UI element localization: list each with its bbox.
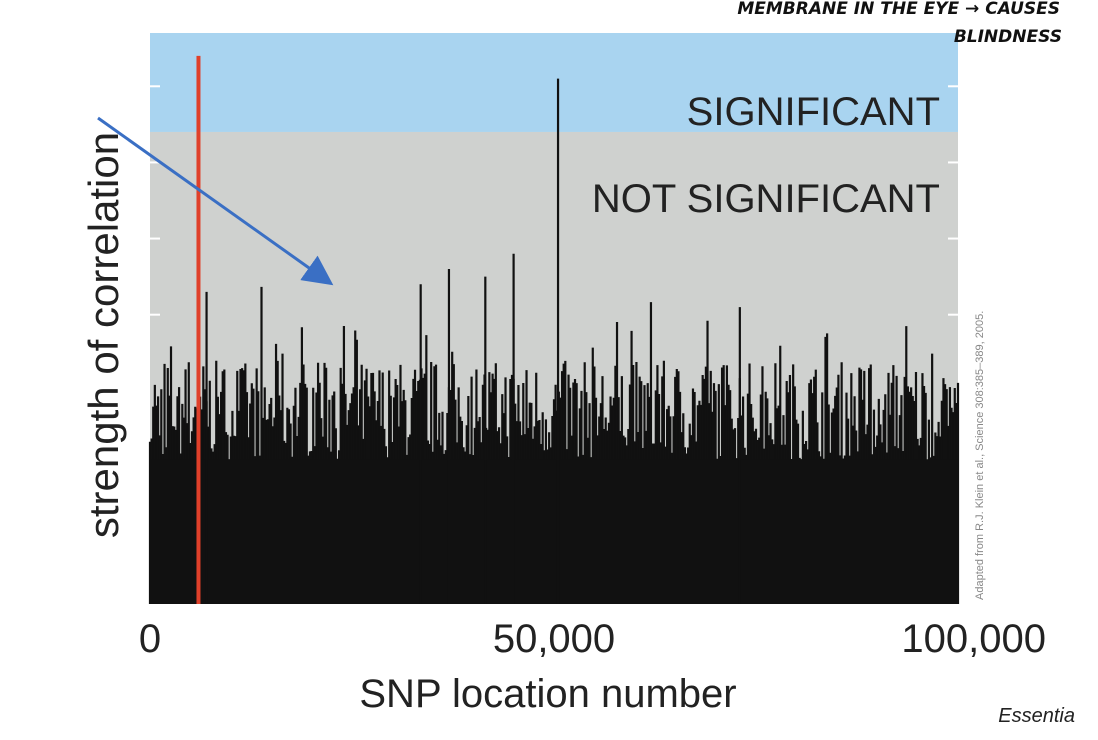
y-axis-label: strength of correlation (80, 132, 127, 538)
x-tick-label: 100,000 (901, 617, 1046, 661)
publisher-label: Essentia (998, 705, 1075, 727)
handwritten-note-line2: BLINDNESS (954, 27, 1062, 47)
x-axis-label: SNP location number (359, 672, 736, 716)
handwritten-note-line1: MEMBRANE IN THE EYE → CAUSES (737, 0, 1060, 19)
bar-base-mass (150, 459, 958, 604)
not-significant-label: NOT SIGNIFICANT (592, 177, 940, 221)
x-tick-label: 50,000 (493, 617, 615, 661)
significant-label: SIGNIFICANT (687, 90, 940, 134)
significant-region (150, 33, 958, 132)
source-credit: Adapted from R.J. Klein et al., Science … (974, 311, 986, 600)
annotation-arrow (97, 116, 334, 286)
x-tick-label: 0 (139, 617, 161, 661)
bar-series (148, 78, 960, 604)
